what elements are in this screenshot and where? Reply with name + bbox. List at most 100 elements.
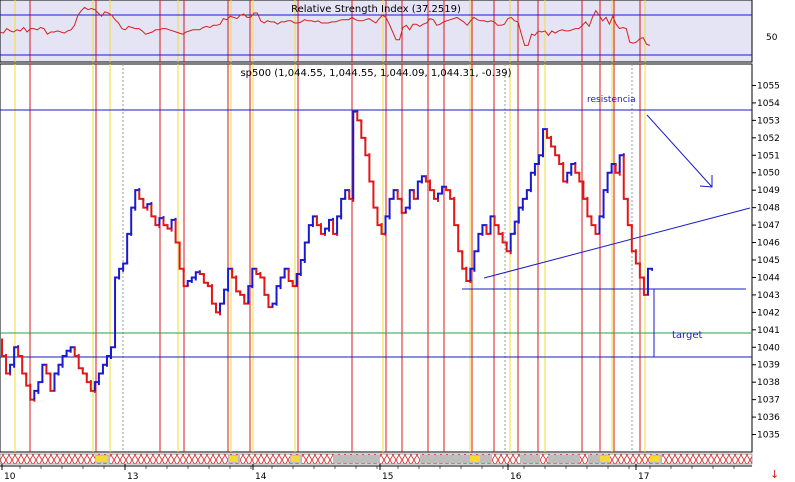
y-tick-label: 1045 [757,256,780,266]
trend-line [483,207,751,279]
price-segment [469,267,476,281]
price-segment [315,216,322,227]
price-segment [247,285,254,304]
y-tick-label: 1051 [757,151,780,161]
y-tick-label: 1041 [757,326,780,336]
session-marker [650,456,660,462]
price-segment [134,188,141,208]
price-series [1,109,653,402]
x-tick-label: 16 [510,472,522,482]
price-segment [166,225,173,232]
price-segment [73,347,80,357]
price-segment [93,381,100,391]
price-segment [186,279,193,287]
price-segment [223,288,230,304]
price-panel [0,63,753,453]
price-segment [170,217,177,229]
session-marker [600,456,610,462]
session-marker [291,456,300,462]
price-segment [432,190,440,202]
price-segment [154,216,161,229]
resistencia-label: resistencia [587,95,636,105]
price-segment [461,251,468,270]
price-segment [380,225,387,236]
price-segment [497,225,504,235]
session-block [520,455,540,463]
price-segment [404,206,411,213]
price-segment [25,373,32,387]
price-segment [618,153,625,173]
session-marker [470,456,480,462]
price-segment [194,270,201,278]
price-segment [206,282,213,288]
price-segment [525,189,532,199]
price-segment [105,355,113,365]
price-segment [307,224,314,243]
price-segment [53,372,60,391]
y-tick-label: 1054 [757,99,780,109]
session-strip [0,453,753,465]
price-segment [570,162,577,173]
y-tick-label: 1049 [757,186,780,196]
rsi-vertical-lines [14,0,646,62]
y-tick-label: 1044 [757,273,780,283]
y-tick-label: 1038 [757,378,780,388]
session-marker [229,456,238,462]
price-segment [101,363,108,374]
price-segment [57,363,64,374]
session-marker [96,456,108,462]
price-segment [566,171,573,182]
price-segment [85,373,92,384]
price-segment [114,276,121,348]
projection-arrow [646,114,713,188]
price-segment [118,267,125,278]
y-tick-label: 1055 [757,81,780,91]
price-segment [424,176,431,183]
rsi-tick-50: 50 [766,33,778,43]
y-tick-label: 1037 [757,396,780,406]
rsi-line [0,6,651,46]
price-segment [416,180,423,199]
price-segment [348,190,355,202]
price-segment [29,385,36,402]
price-segment [332,219,339,236]
price-segment [214,303,222,316]
y-tick-label: 1052 [757,134,780,144]
price-segment [275,285,282,304]
price-segment [299,259,306,274]
price-segment [9,363,16,374]
price-segment [513,220,520,234]
price-segment [517,206,524,222]
price-segment [582,181,589,200]
price-segment [562,164,569,184]
down-arrow-icon[interactable]: ↓ [770,468,779,481]
price-segment [1,338,8,357]
price-segment [190,276,197,281]
price-segment [505,242,512,255]
price-segment [231,268,238,279]
price-segment [130,206,137,234]
y-tick-label: 1040 [757,343,780,353]
y-tick-label: 1035 [757,431,780,441]
session-block [470,455,492,463]
price-segment [336,215,343,234]
price-segment [5,356,12,376]
session-block [588,455,610,463]
price-segment [529,171,536,191]
price-segment [142,198,149,211]
price-segment [465,268,472,283]
price-segment [384,215,391,234]
price-segment [546,129,553,139]
price-vertical-lines [14,64,646,452]
price-segment [537,154,544,164]
price-segment [602,189,609,217]
y-tick-label: 1047 [757,221,780,231]
y-tick-label: 1036 [757,413,780,423]
y-tick-label: 1042 [757,308,780,318]
y-tick-label: 1039 [757,361,780,371]
target-label: target [672,330,702,341]
y-tick-label: 1050 [757,169,780,179]
price-axis: 1035 1036 1037 1038 1039 1040 1041 1042 1043 1044… [752,81,780,441]
x-tick-label: 14 [255,472,267,482]
